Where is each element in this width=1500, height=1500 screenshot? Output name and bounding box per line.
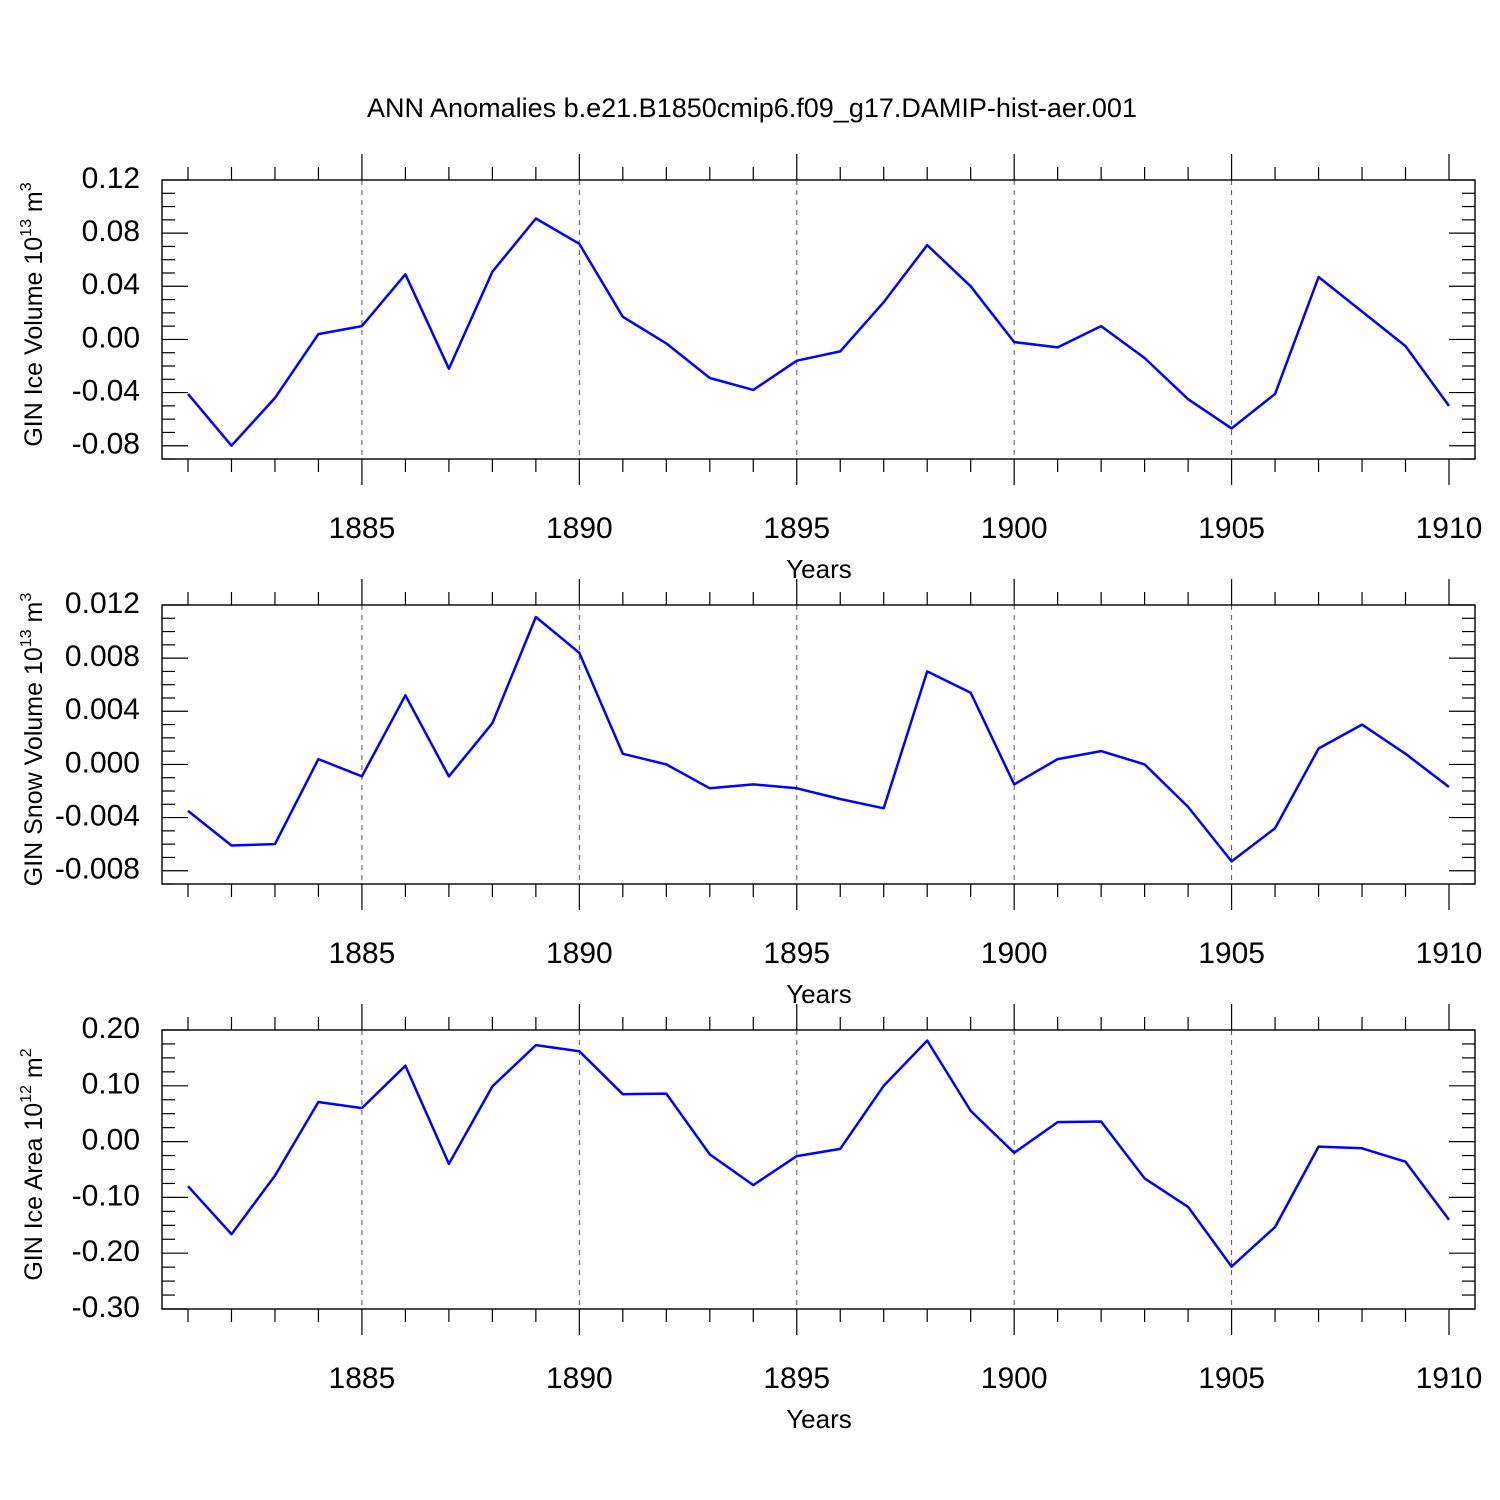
x-axis-label: Years xyxy=(786,1404,852,1434)
y-tick-label: 0.20 xyxy=(82,1012,140,1045)
series-line xyxy=(187,217,1451,447)
y-tick-label: 0.012 xyxy=(65,587,140,620)
y-tick-label: 0.00 xyxy=(82,321,140,354)
y-tick-label: -0.04 xyxy=(72,374,140,407)
y-axis-label: GIN Snow Volume 1013 m3 xyxy=(18,593,48,887)
y-tick-label: 0.004 xyxy=(65,693,140,726)
x-tick-label: 1890 xyxy=(546,512,613,545)
x-tick-label: 1910 xyxy=(1416,512,1483,545)
y-axis-label: GIN Ice Volume 1013 m3 xyxy=(18,182,48,446)
y-tick-label: -0.30 xyxy=(72,1291,140,1324)
chart-title: ANN Anomalies b.e21.B1850cmip6.f09_g17.D… xyxy=(367,93,1137,123)
y-tick-label: -0.10 xyxy=(72,1179,140,1212)
panel-2: 1885 1890 1895 1900 1905 1910 Years 0.012 0.008 0… xyxy=(18,579,1482,1009)
x-axis-label: Years xyxy=(786,979,852,1009)
y-tick-label: 0.00 xyxy=(82,1124,140,1157)
y-tick-label: -0.08 xyxy=(72,428,140,461)
x-tick-label: 1910 xyxy=(1416,937,1483,970)
x-tick-label: 1900 xyxy=(981,937,1048,970)
x-tick-label: 1885 xyxy=(329,512,396,545)
x-tick-label: 1900 xyxy=(981,512,1048,545)
x-tick-label: 1910 xyxy=(1416,1362,1483,1395)
x-axis-label: Years xyxy=(786,554,852,584)
panel-3: 1885 1890 1895 1900 1905 1910 Years 0.20 0.10 0.0… xyxy=(18,1004,1482,1434)
plot-frame xyxy=(161,1029,1476,1310)
panel-1: 1885 1890 1895 1900 1905 1910 Years 0.12 0.08 0.0… xyxy=(18,154,1482,584)
y-axis-label: GIN Ice Area 1012 m2 xyxy=(18,1048,48,1280)
y-tick-label: -0.008 xyxy=(55,853,140,886)
x-tick-label: 1895 xyxy=(763,512,830,545)
y-tick-label: 0.08 xyxy=(82,215,140,248)
x-tick-label: 1895 xyxy=(763,937,830,970)
y-tick-label: -0.004 xyxy=(55,799,140,832)
x-tick-label: 1890 xyxy=(546,1362,613,1395)
x-tick-label: 1905 xyxy=(1198,512,1265,545)
y-tick-label: 0.04 xyxy=(82,268,140,301)
x-tick-label: 1885 xyxy=(329,937,396,970)
y-tick-label: 0.000 xyxy=(65,746,140,779)
x-tick-label: 1905 xyxy=(1198,1362,1265,1395)
plot-frame xyxy=(161,604,1476,885)
y-tick-label: -0.20 xyxy=(72,1235,140,1268)
x-tick-label: 1900 xyxy=(981,1362,1048,1395)
x-tick-label: 1905 xyxy=(1198,937,1265,970)
y-tick-label: 0.10 xyxy=(82,1068,140,1101)
x-tick-label: 1895 xyxy=(763,1362,830,1395)
x-tick-label: 1885 xyxy=(329,1362,396,1395)
y-tick-label: 0.008 xyxy=(65,640,140,673)
plot-frame xyxy=(161,179,1476,460)
series-line xyxy=(187,1039,1450,1268)
y-tick-label: 0.12 xyxy=(82,162,140,195)
x-tick-label: 1890 xyxy=(546,937,613,970)
series-line xyxy=(187,615,1450,863)
